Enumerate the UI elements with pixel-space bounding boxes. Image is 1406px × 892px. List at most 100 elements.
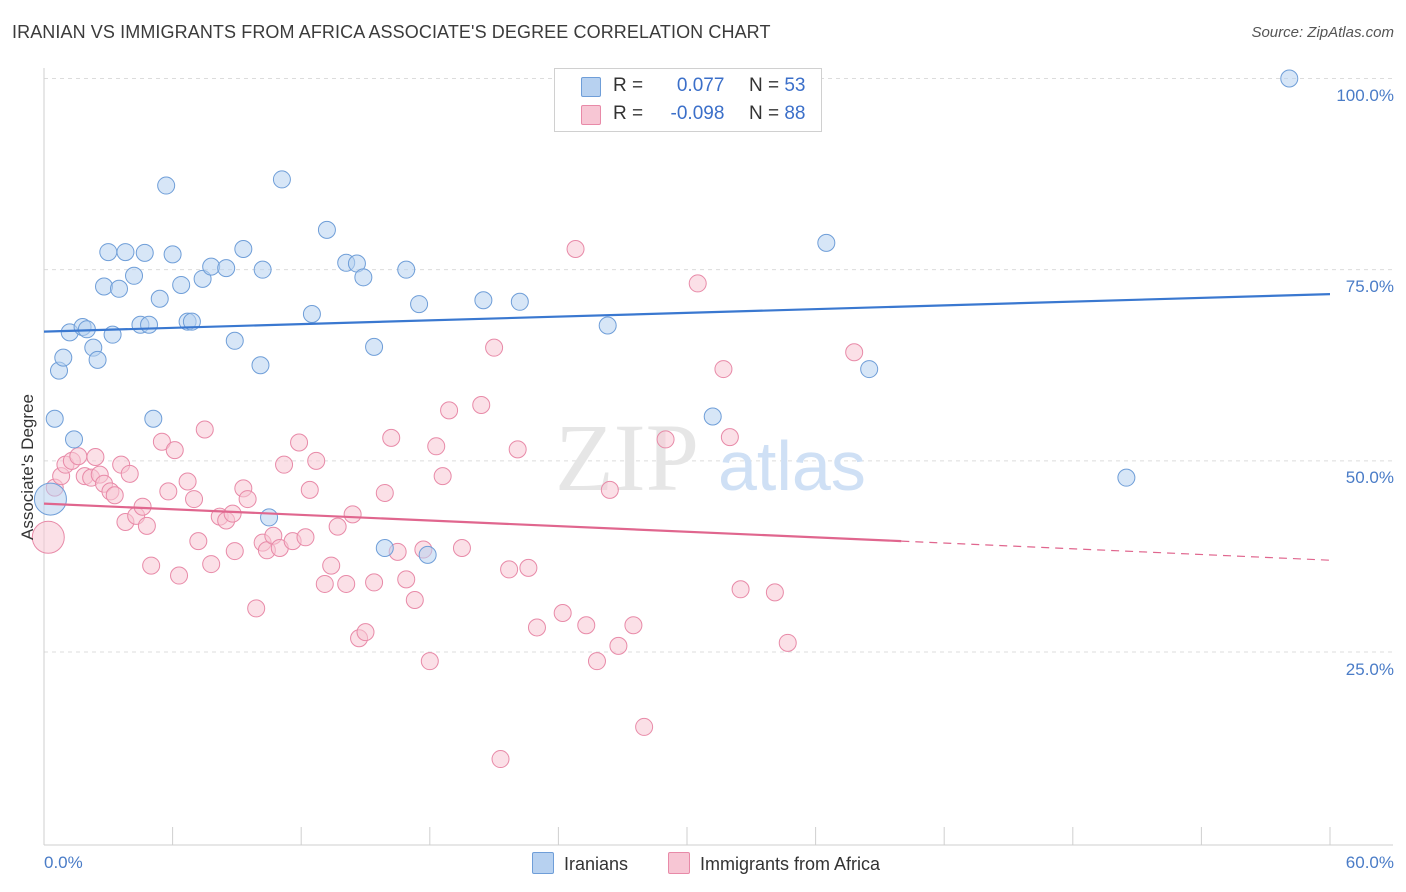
watermark-zip: ZIP [555,404,699,511]
iranians-point [157,176,176,195]
africa-point [223,504,242,523]
trend-line-iranians [43,293,1331,333]
africa-point [86,448,105,467]
africa-point [714,360,733,379]
africa-point [375,483,394,502]
africa-point [720,428,739,447]
africa-point [527,618,546,637]
iranians-point [817,233,836,252]
africa-point [189,532,208,551]
bottom-legend-label-iranians: Iranians [564,854,629,874]
iranians-point [144,409,163,428]
africa-point [382,428,401,447]
africa-point [165,441,184,460]
africa-point [238,490,257,509]
africa-point [472,396,491,415]
africa-point [566,240,585,259]
iranians-point [860,360,879,379]
iranians-point [317,220,336,239]
africa-point [275,455,294,474]
iranians-point [272,170,291,189]
africa-point [433,467,452,486]
africa-point [185,490,204,509]
trend-lines [43,293,1331,561]
trend-line-africa [43,502,902,543]
africa-point [491,750,510,769]
africa-point [247,599,266,618]
legend-swatch-iranians [581,77,601,97]
x-tick-label-min: 0.0% [44,853,83,872]
africa-point [420,652,439,671]
africa-point [343,505,362,524]
legend-n-value-iranians: 53 [784,75,806,96]
iranians-point [365,337,384,356]
africa-point [290,433,309,452]
iranians-point [99,243,118,262]
africa-point [778,633,797,652]
iranians-point [375,539,394,558]
iranians-point [302,305,321,324]
legend-r-value-africa: -0.098 [670,103,725,124]
iranians-point [54,348,73,367]
iranians-point [110,279,129,298]
africa-point [159,482,178,501]
watermark-atlas: atlas [718,427,866,505]
legend-r-label: R = [613,75,644,96]
africa-point [296,528,315,547]
y-axis-label: Associate's Degree [18,394,37,540]
africa-point [307,451,326,470]
iranians-point [260,508,279,527]
africa-point [577,616,596,635]
iranians-point [150,289,169,308]
legend-n-label: N = [748,103,780,124]
iranians-point [182,312,201,331]
iranians-point [253,260,272,279]
africa-point [195,420,214,439]
africa-point [688,274,707,293]
africa-point [356,623,375,642]
africa-point [337,574,356,593]
iranians-point [116,243,135,262]
series-immigrants-from-africa [31,240,864,769]
africa-point [315,574,334,593]
y-tick-label-25: 25.0% [1345,660,1394,679]
legend-r-value-iranians: 0.077 [676,75,725,96]
africa-point [427,437,446,456]
africa-point [656,430,675,449]
africa-point [731,580,750,599]
africa-point [405,591,424,610]
iranians-point [65,430,84,449]
legend-r-label: R = [613,103,644,124]
iranians-point [33,482,67,516]
africa-point [137,516,156,535]
iranians-point [95,277,114,296]
iranians-point [45,409,64,428]
africa-point [609,636,628,655]
iranians-point [251,356,270,375]
y-tick-label-100: 100.0% [1336,86,1394,105]
iranians-point [598,316,617,335]
axes [43,68,1393,846]
legend-n-value-africa: 88 [784,103,806,124]
iranians-point [225,331,244,350]
africa-point [765,583,784,602]
iranians-point [397,260,416,279]
iranians-point [163,245,182,264]
africa-point [328,517,347,536]
y-tick-label-75: 75.0% [1345,277,1394,296]
iranians-point [234,240,253,259]
iranians-point [354,268,373,287]
iranians-point [88,350,107,369]
x-tick-label-max: 60.0% [1345,853,1394,872]
iranians-point [193,269,212,288]
africa-point [300,480,319,499]
iranians-point [474,291,493,310]
africa-point [397,570,416,589]
iranians-point [217,259,236,278]
africa-point [225,542,244,561]
africa-point [635,717,654,736]
y-tick-label-50: 50.0% [1345,468,1394,487]
iranians-point [1280,69,1299,88]
iranians-point [418,545,437,564]
